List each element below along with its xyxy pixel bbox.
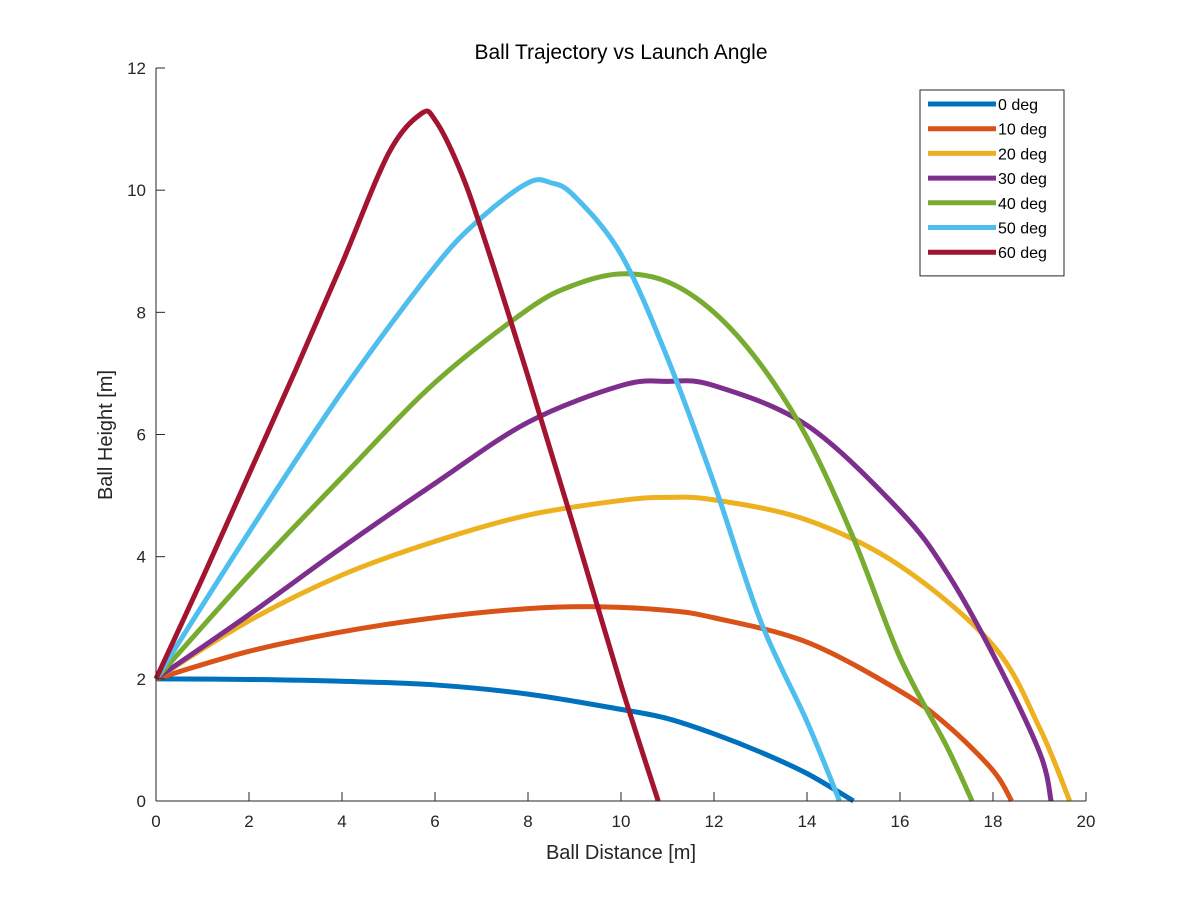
x-tick-label: 4	[337, 812, 346, 831]
legend: 0 deg 10 deg 20 deg 30 deg 40 deg 50 deg 60 de…	[919, 89, 1065, 277]
y-axis-label: Ball Height [m]	[95, 370, 117, 500]
x-tick-label: 14	[798, 812, 817, 831]
series-line-20-deg	[154, 494, 1073, 802]
legend-label: 50 deg	[998, 221, 1047, 238]
y-tick-label: 8	[137, 303, 146, 322]
plot-lines	[153, 108, 1073, 804]
x-tick-label: 12	[705, 812, 724, 831]
y-tick-label: 4	[137, 548, 146, 567]
legend-label: 40 deg	[998, 196, 1047, 213]
y-tick-label: 12	[127, 59, 146, 78]
y-tick-label: 2	[137, 670, 146, 689]
x-tick-label: 0	[151, 812, 160, 831]
series-line-40-deg	[154, 271, 975, 803]
x-tick-label: 10	[612, 812, 631, 831]
x-tick-label: 18	[984, 812, 1003, 831]
legend-label: 10 deg	[998, 122, 1047, 139]
x-tick-label: 8	[523, 812, 532, 831]
series-line-0-deg	[155, 676, 855, 804]
chart-title: Ball Trajectory vs Launch Angle	[475, 41, 768, 64]
series-line-10-deg	[155, 604, 1014, 803]
legend-label: 20 deg	[998, 146, 1047, 163]
series-line-60-deg	[153, 108, 661, 802]
legend-box	[919, 89, 1065, 277]
x-tick-label: 20	[1077, 812, 1096, 831]
x-tick-label: 2	[244, 812, 253, 831]
x-tick-label: 16	[891, 812, 910, 831]
y-tick-label: 10	[127, 181, 146, 200]
y-tick-label: 6	[137, 426, 146, 445]
series-line-30-deg	[154, 378, 1054, 802]
legend-label: 0 deg	[998, 97, 1038, 114]
legend-label: 60 deg	[998, 245, 1047, 262]
series-line-50-deg	[153, 177, 842, 802]
legend-label: 30 deg	[998, 171, 1047, 188]
x-tick-label: 6	[430, 812, 439, 831]
axis-ticks: 0 2 4 6 8 10 12 14 16 18 20 0 2 4 6 8 10 12	[127, 59, 1095, 831]
x-axis-label: Ball Distance [m]	[546, 842, 696, 864]
y-tick-label: 0	[137, 792, 146, 811]
